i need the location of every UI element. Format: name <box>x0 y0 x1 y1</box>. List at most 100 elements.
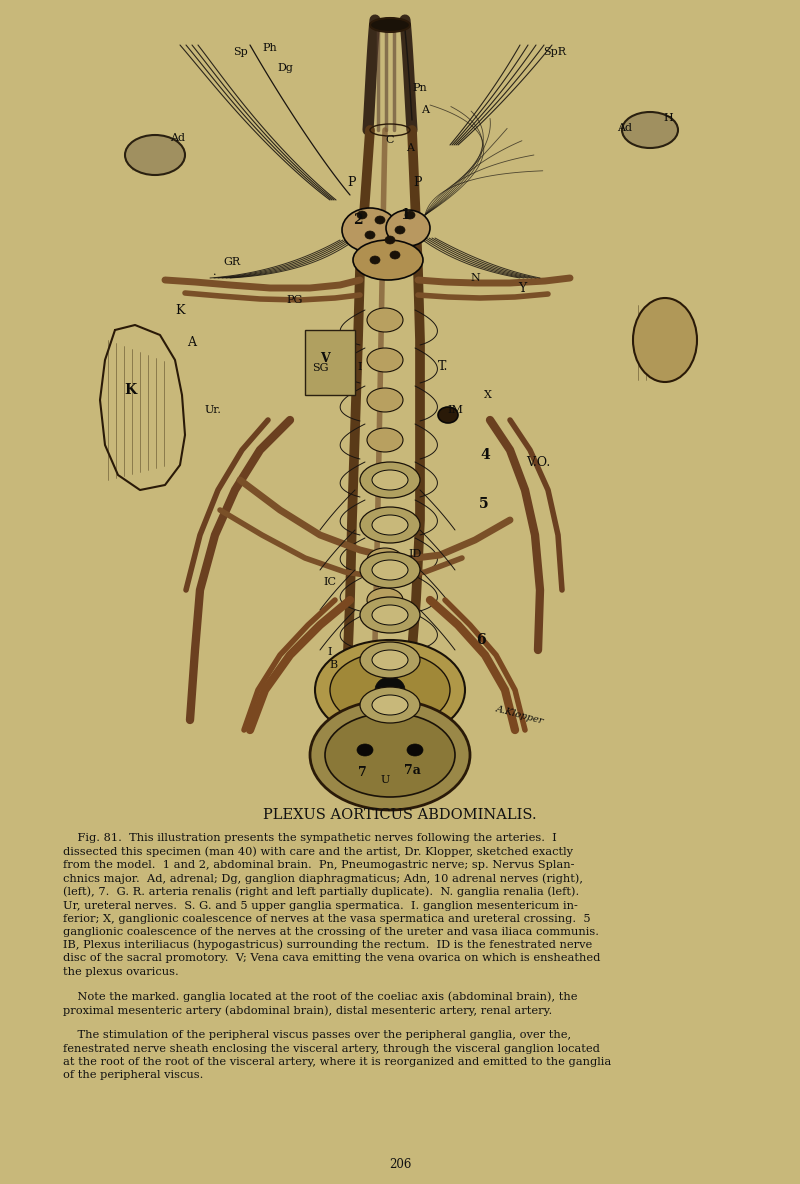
Text: Sp: Sp <box>233 47 247 57</box>
Ellipse shape <box>385 236 395 244</box>
Text: K: K <box>124 382 136 397</box>
Ellipse shape <box>407 744 423 757</box>
Ellipse shape <box>356 230 387 250</box>
Ellipse shape <box>382 239 415 257</box>
Ellipse shape <box>367 508 403 532</box>
Text: Ur.: Ur. <box>205 405 222 416</box>
Text: V: V <box>320 352 330 365</box>
Text: K: K <box>175 303 185 316</box>
Ellipse shape <box>375 215 385 224</box>
Ellipse shape <box>356 221 386 243</box>
Text: .: . <box>214 268 217 277</box>
Ellipse shape <box>367 468 403 493</box>
Text: V.O.: V.O. <box>526 456 550 469</box>
Ellipse shape <box>405 211 415 219</box>
Ellipse shape <box>360 597 420 633</box>
Ellipse shape <box>370 245 400 263</box>
Text: 206: 206 <box>389 1158 411 1171</box>
Ellipse shape <box>375 677 405 703</box>
Text: SG: SG <box>312 363 328 373</box>
Text: PG: PG <box>287 295 303 305</box>
Text: 7a: 7a <box>403 764 421 777</box>
Ellipse shape <box>330 652 450 728</box>
Ellipse shape <box>372 650 408 670</box>
Ellipse shape <box>633 298 697 382</box>
Text: Ad: Ad <box>170 133 186 143</box>
Text: T.: T. <box>438 360 448 373</box>
Text: B: B <box>329 659 337 670</box>
Text: I: I <box>358 362 362 372</box>
Text: U: U <box>380 776 390 785</box>
Ellipse shape <box>365 238 394 260</box>
Text: C: C <box>386 135 394 144</box>
Bar <box>305 330 355 395</box>
Text: Ad: Ad <box>618 123 633 133</box>
Ellipse shape <box>357 211 367 219</box>
Ellipse shape <box>364 217 390 236</box>
Ellipse shape <box>360 507 420 543</box>
Ellipse shape <box>370 256 380 264</box>
Text: 7: 7 <box>358 766 366 779</box>
Text: A: A <box>406 143 414 153</box>
Text: I: I <box>328 646 332 657</box>
Ellipse shape <box>372 605 408 625</box>
Ellipse shape <box>360 462 420 498</box>
Ellipse shape <box>361 236 390 256</box>
Text: 6: 6 <box>476 633 486 646</box>
Ellipse shape <box>622 112 678 148</box>
Text: 2: 2 <box>353 213 363 227</box>
Ellipse shape <box>367 388 403 412</box>
Text: Note the marked. ganglia located at the root of the coeliac axis (abdominal brai: Note the marked. ganglia located at the … <box>63 991 578 1016</box>
Text: X: X <box>484 390 492 400</box>
Ellipse shape <box>368 214 402 238</box>
Text: 5: 5 <box>479 497 489 511</box>
Ellipse shape <box>390 251 400 259</box>
Ellipse shape <box>365 231 375 239</box>
Text: A: A <box>187 335 197 348</box>
Ellipse shape <box>395 226 405 234</box>
Text: Y: Y <box>518 282 526 295</box>
Ellipse shape <box>372 515 408 535</box>
Ellipse shape <box>357 744 373 757</box>
Ellipse shape <box>372 470 408 490</box>
Ellipse shape <box>367 427 403 452</box>
Ellipse shape <box>367 348 403 372</box>
Text: 4: 4 <box>480 448 490 462</box>
Ellipse shape <box>360 642 420 678</box>
Text: A: A <box>421 105 429 115</box>
Text: Fig. 81.  This illustration presents the sympathetic nerves following the arteri: Fig. 81. This illustration presents the … <box>63 834 600 977</box>
Ellipse shape <box>377 243 410 265</box>
Text: PLEXUS AORTICUS ABDOMINALIS.: PLEXUS AORTICUS ABDOMINALIS. <box>263 807 537 822</box>
Ellipse shape <box>386 210 430 246</box>
Ellipse shape <box>370 18 410 32</box>
Ellipse shape <box>438 407 458 423</box>
Ellipse shape <box>367 588 403 612</box>
Text: The stimulation of the peripheral viscus passes over the peripheral ganglia, ove: The stimulation of the peripheral viscus… <box>63 1030 611 1080</box>
Ellipse shape <box>386 229 410 251</box>
Text: P: P <box>414 175 422 188</box>
Ellipse shape <box>360 552 420 588</box>
Ellipse shape <box>310 700 470 810</box>
Text: ID: ID <box>408 549 422 559</box>
Ellipse shape <box>325 713 455 797</box>
Ellipse shape <box>125 135 185 175</box>
Ellipse shape <box>367 548 403 572</box>
Text: A.Klopper: A.Klopper <box>495 704 545 726</box>
Ellipse shape <box>315 641 465 740</box>
Text: IC: IC <box>323 577 337 587</box>
Text: Pn: Pn <box>413 83 427 94</box>
Ellipse shape <box>342 208 398 252</box>
Ellipse shape <box>378 223 403 239</box>
Ellipse shape <box>360 687 420 723</box>
Text: SpR: SpR <box>543 47 566 57</box>
Text: IM: IM <box>447 405 463 416</box>
Text: N: N <box>470 274 480 283</box>
Text: H: H <box>663 112 673 123</box>
Ellipse shape <box>372 560 408 580</box>
Text: GR: GR <box>223 257 241 268</box>
Ellipse shape <box>367 308 403 332</box>
Text: Ph: Ph <box>262 43 278 53</box>
Text: P: P <box>348 175 356 188</box>
Ellipse shape <box>378 225 410 244</box>
Text: Dg: Dg <box>277 63 293 73</box>
